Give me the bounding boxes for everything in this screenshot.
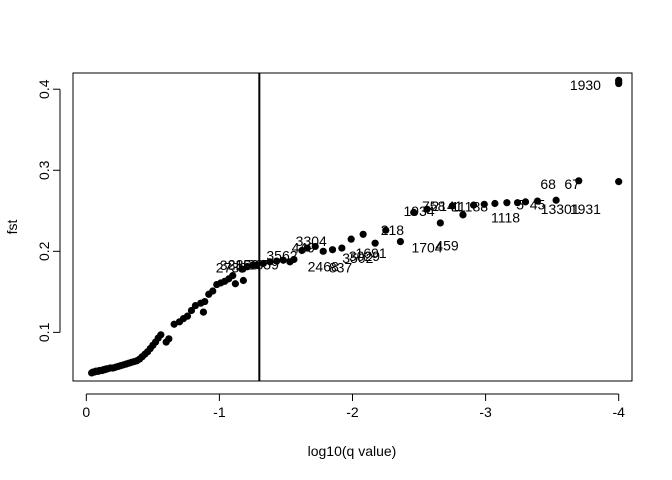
data-point-91 xyxy=(615,76,623,84)
point-label-1931: 1931 xyxy=(570,201,601,217)
point-label-1118: 1118 xyxy=(491,209,520,225)
x-tick-label-0: 0 xyxy=(82,404,90,420)
x-axis: 0 -1 -2 -3 -4 xyxy=(82,393,625,420)
point-label-758: 758 xyxy=(422,198,446,214)
point-label-218: 218 xyxy=(381,222,405,238)
data-point-81 xyxy=(491,199,499,208)
point-label-3562: 3562 xyxy=(266,247,297,263)
point-label-459: 459 xyxy=(435,238,459,254)
data-point-34 xyxy=(165,335,173,343)
point-label-1704: 1704 xyxy=(411,239,442,255)
data-point-86 xyxy=(552,196,560,204)
data-point-70 xyxy=(359,230,367,238)
y-tick-label-0: 0.1 xyxy=(36,322,52,342)
point-label-2850: 2850 xyxy=(228,256,259,272)
point-label-2736: 2736 xyxy=(216,260,247,276)
point-label-2859: 2859 xyxy=(248,256,279,272)
point-label-2468: 2468 xyxy=(308,259,339,275)
data-point-73 xyxy=(396,237,405,246)
point-label-1930: 1930 xyxy=(570,77,601,93)
data-point-57 xyxy=(259,259,267,268)
data-point-71 xyxy=(371,239,379,247)
data-points xyxy=(88,76,623,377)
point-label-1691: 1691 xyxy=(356,245,387,261)
data-point-59 xyxy=(273,257,281,265)
data-point-88 xyxy=(615,178,623,186)
point-label-5: 5 xyxy=(516,196,524,212)
data-point-77 xyxy=(448,202,456,210)
data-point-65 xyxy=(311,242,319,251)
data-point-69 xyxy=(347,235,355,243)
x-axis-title: log10(q value) xyxy=(308,443,397,459)
point-label-13301: 13301 xyxy=(541,201,580,217)
point-label-67: 67 xyxy=(564,176,580,192)
data-point-85 xyxy=(533,197,542,205)
data-point-83 xyxy=(513,199,522,207)
data-point-78 xyxy=(459,211,467,219)
data-point-42 xyxy=(201,297,209,306)
point-label-3815: 3815 xyxy=(220,257,251,273)
point-label-3502: 3502 xyxy=(342,250,373,266)
y-tick-label-3: 0.4 xyxy=(36,79,52,99)
point-label-11188: 11188 xyxy=(451,199,488,215)
data-point-84 xyxy=(521,198,530,206)
data-point-67 xyxy=(328,246,337,254)
point-label-1934: 1934 xyxy=(403,203,434,219)
data-point-38 xyxy=(183,312,192,320)
point-label-68: 68 xyxy=(540,176,556,192)
y-axis-title: fst xyxy=(4,220,20,235)
data-point-39 xyxy=(187,306,196,315)
data-point-87 xyxy=(575,177,583,185)
data-point-80 xyxy=(480,200,488,208)
point-label-3029: 3029 xyxy=(349,248,380,264)
data-point-58 xyxy=(266,258,274,266)
data-point-60 xyxy=(279,256,287,264)
plot-frame xyxy=(72,72,633,382)
data-point-74 xyxy=(410,208,418,217)
point-label-2141: 2141 xyxy=(431,198,462,214)
data-point-75 xyxy=(423,205,431,213)
data-point-56 xyxy=(253,261,261,269)
y-tick-label-2: 0.3 xyxy=(36,160,52,180)
x-tick-label-2: -2 xyxy=(346,404,359,420)
data-point-79 xyxy=(470,201,478,209)
data-point-32 xyxy=(157,331,165,339)
data-point-82 xyxy=(503,199,511,207)
data-point-51 xyxy=(231,280,239,288)
data-point-68 xyxy=(338,244,346,252)
x-tick-label-3: -3 xyxy=(479,404,492,420)
y-axis: 0.1 0.2 0.3 0.4 xyxy=(36,79,61,342)
point-label-837: 837 xyxy=(329,260,353,276)
x-tick-label-1: -1 xyxy=(213,404,226,420)
point-label-449: 449 xyxy=(292,239,316,255)
data-point-66 xyxy=(319,247,327,255)
data-point-53 xyxy=(239,276,247,285)
data-point-43 xyxy=(199,308,208,316)
y-tick-label-1: 0.2 xyxy=(36,241,52,261)
point-label-3304: 3304 xyxy=(296,233,327,249)
x-tick-label-4: -4 xyxy=(612,404,625,420)
data-point-50 xyxy=(229,272,237,280)
point-label-45: 45 xyxy=(530,196,546,212)
data-point-76 xyxy=(436,219,444,227)
data-point-72 xyxy=(382,226,390,234)
data-point-64 xyxy=(303,244,311,252)
data-point-45 xyxy=(209,287,217,295)
data-point-62 xyxy=(290,255,298,264)
